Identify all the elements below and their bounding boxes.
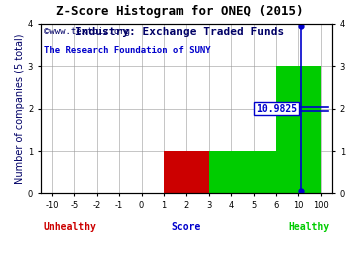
Text: Unhealthy: Unhealthy (44, 222, 96, 232)
Text: ©www.textbiz.org: ©www.textbiz.org (44, 27, 130, 36)
Text: The Research Foundation of SUNY: The Research Foundation of SUNY (44, 46, 210, 55)
Bar (164, 151, 209, 194)
Text: Industry: Exchange Traded Funds: Industry: Exchange Traded Funds (75, 27, 285, 37)
Text: 10.9825: 10.9825 (256, 104, 297, 114)
Text: Healthy: Healthy (288, 222, 329, 232)
Text: Score: Score (172, 222, 201, 232)
Y-axis label: Number of companies (5 total): Number of companies (5 total) (15, 33, 25, 184)
Text: Z-Score Histogram for ONEQ (2015): Z-Score Histogram for ONEQ (2015) (56, 5, 304, 18)
Bar (276, 66, 321, 194)
Bar (209, 151, 276, 194)
